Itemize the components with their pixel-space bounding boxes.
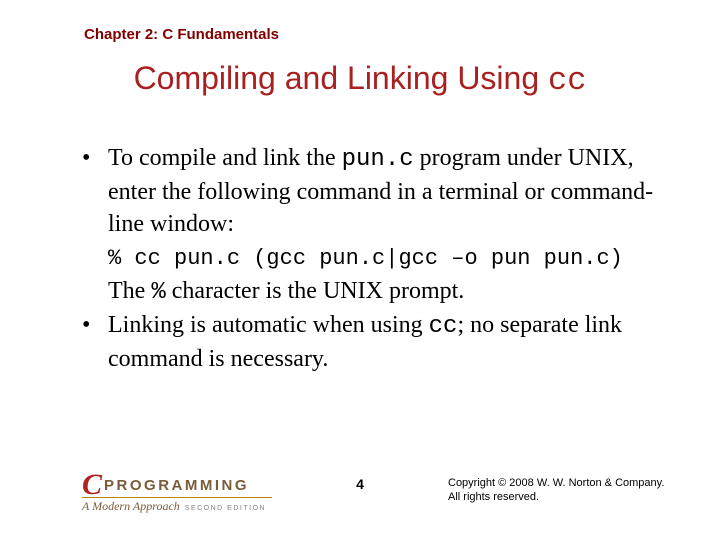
copyright-line2: All rights reserved. [448, 490, 664, 504]
bullet-2-part1: Linking is automatic when using [108, 312, 429, 338]
cont-part2: character is the UNIX prompt. [166, 278, 465, 304]
slide-title: Compiling and Linking Using cc [0, 60, 720, 99]
bullet-2-text: Linking is automatic when using cc; no s… [108, 309, 658, 375]
logo-sub-text: A Modern Approach [82, 499, 180, 513]
cont-code: % [151, 279, 165, 306]
bullet-mark: • [82, 142, 108, 240]
logo-divider [82, 497, 272, 498]
logo-subtitle: A Modern Approach SECOND EDITION [82, 499, 272, 514]
bullet-2: • Linking is automatic when using cc; no… [82, 309, 658, 375]
code-line: % cc pun.c (gcc pun.c|gcc –o pun pun.c) [108, 246, 658, 271]
continuation-text: The % character is the UNIX prompt. [108, 275, 658, 309]
bullet-1-text: To compile and link the pun.c program un… [108, 142, 658, 240]
bullet-1-part1: To compile and link the [108, 145, 342, 171]
copyright: Copyright © 2008 W. W. Norton & Company.… [448, 476, 664, 504]
footer: C PROGRAMMING A Modern ApproachSECOND ED… [0, 472, 720, 514]
bullet-mark: • [82, 309, 108, 375]
title-prefix: Compiling and Linking Using [134, 60, 548, 96]
bullet-1: • To compile and link the pun.c program … [82, 142, 658, 240]
slide-content: • To compile and link the pun.c program … [82, 142, 658, 377]
bullet-1-code: pun.c [342, 146, 414, 173]
title-code: cc [548, 62, 586, 99]
logo-edition: SECOND EDITION [185, 505, 266, 512]
bullet-2-code: cc [429, 313, 458, 340]
cont-part1: The [108, 278, 151, 304]
chapter-header: Chapter 2: C Fundamentals [84, 26, 279, 43]
copyright-line1: Copyright © 2008 W. W. Norton & Company. [448, 476, 664, 490]
